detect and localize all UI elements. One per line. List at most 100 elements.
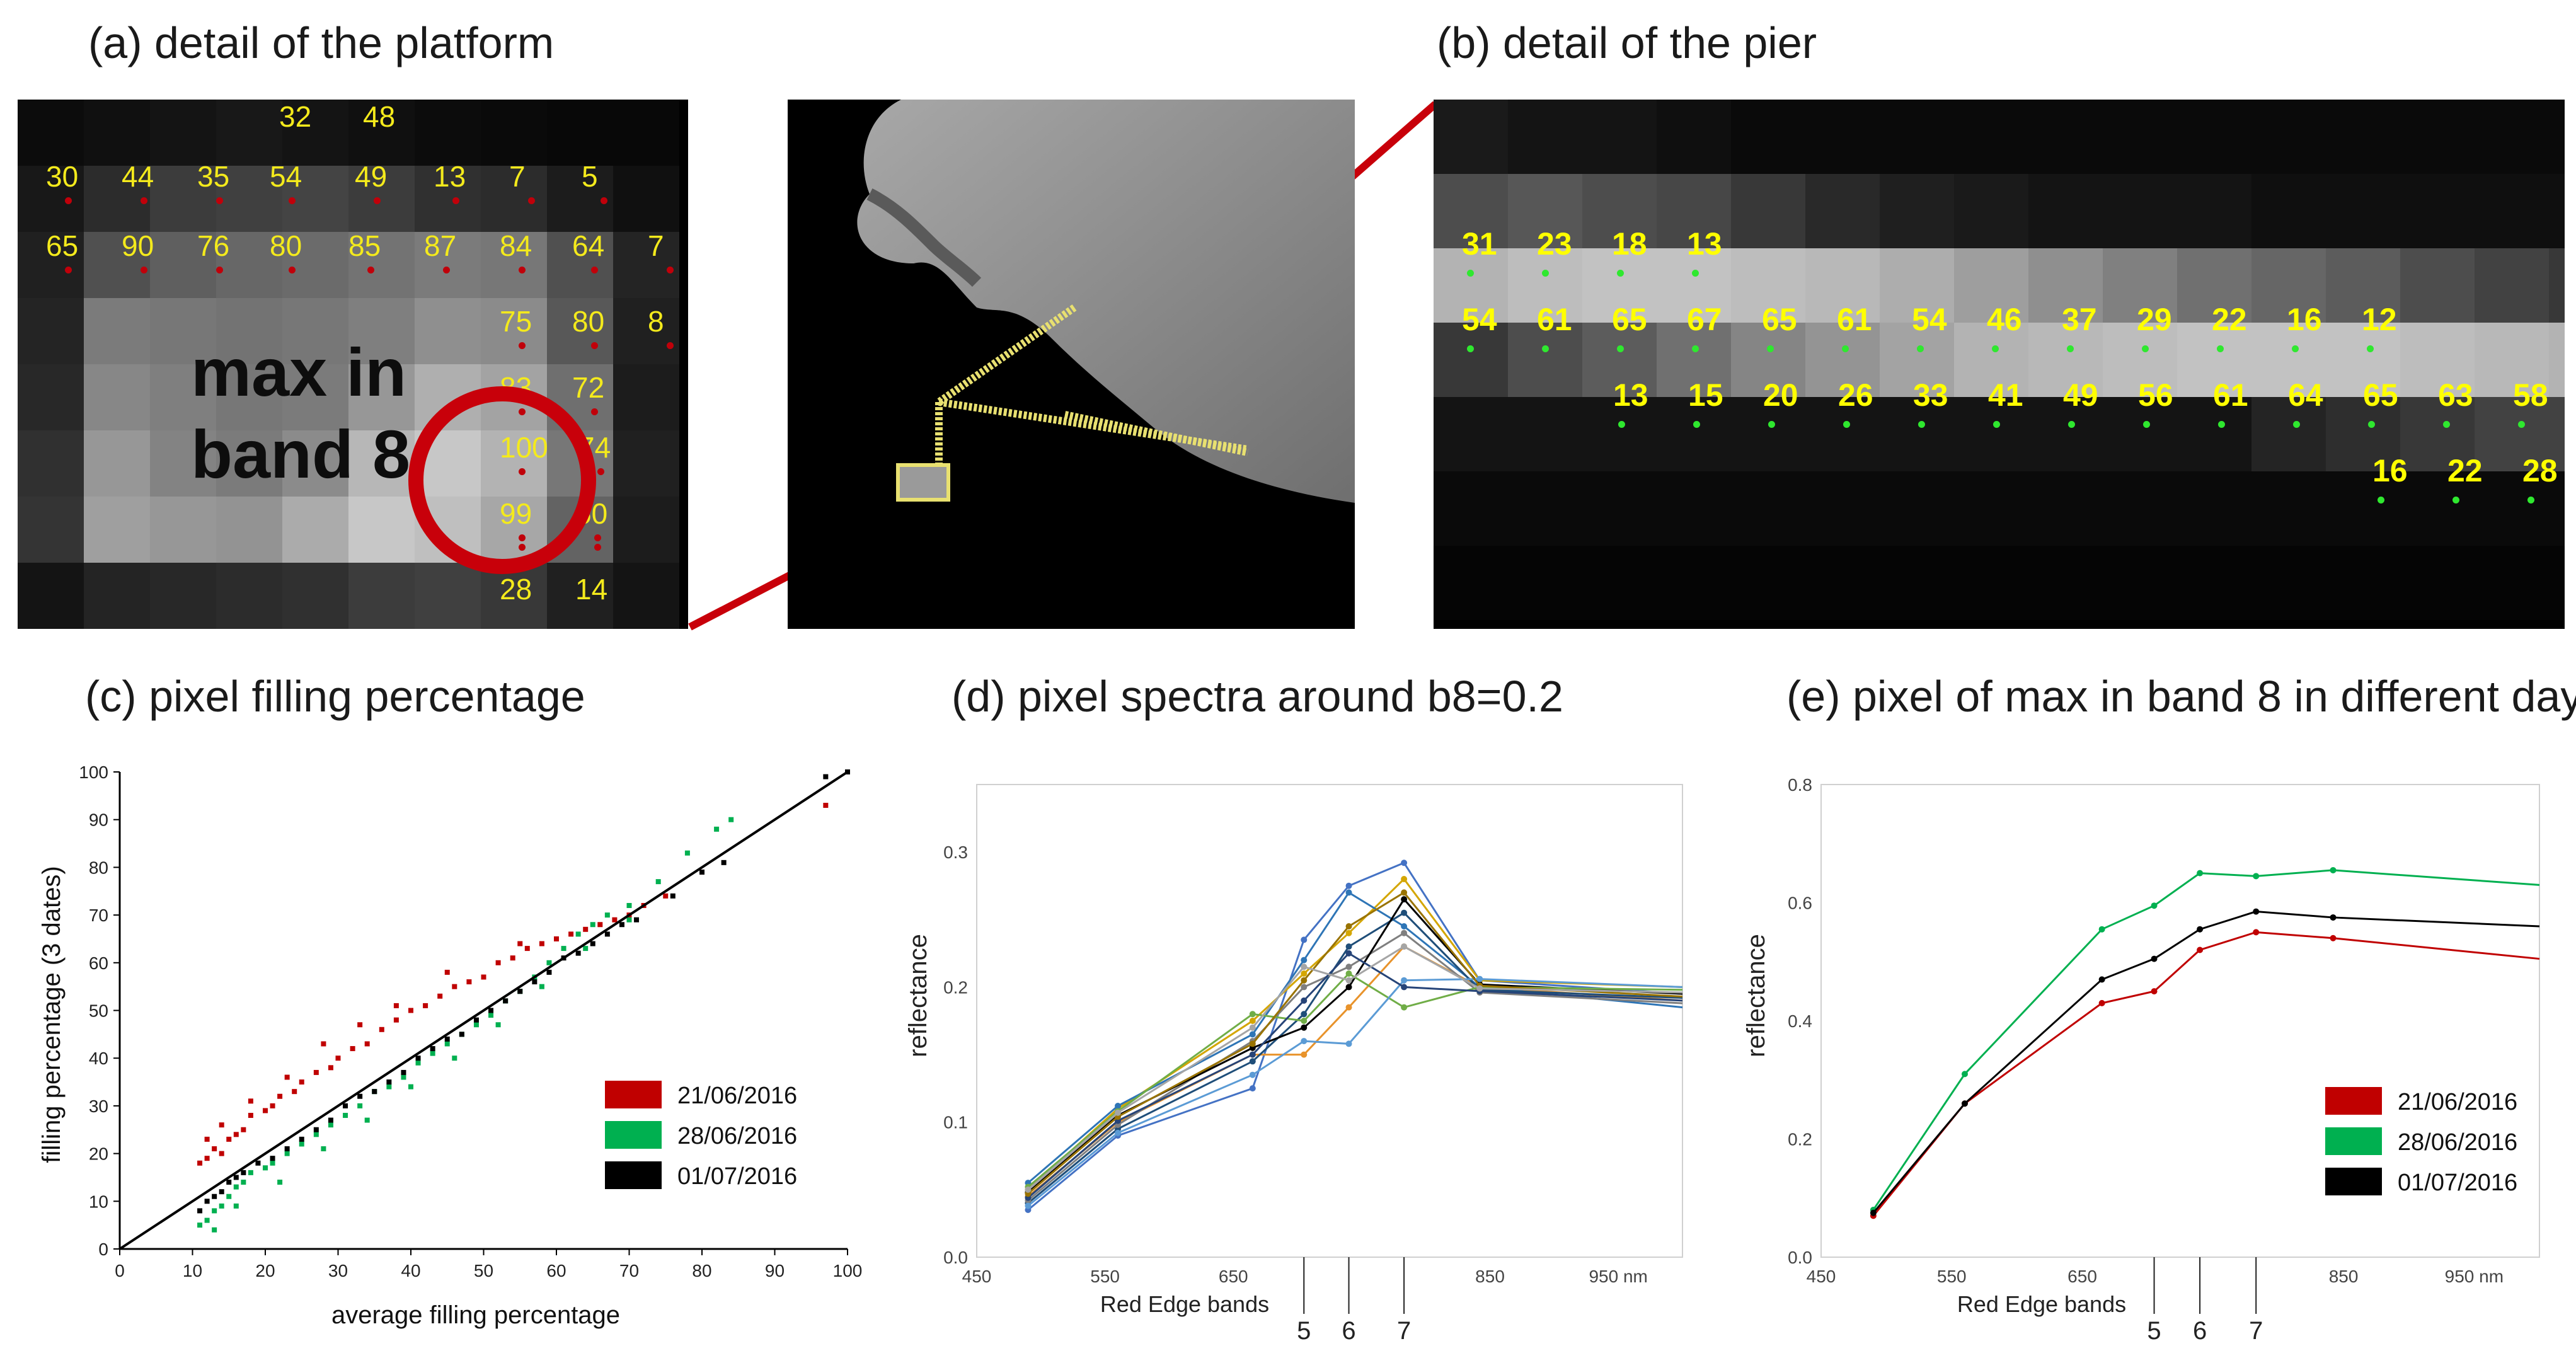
c-point bbox=[357, 1103, 363, 1108]
c-point bbox=[473, 1017, 479, 1023]
pier-pixel-value: 13 bbox=[1687, 226, 1722, 262]
c-point bbox=[233, 1184, 239, 1190]
c-point bbox=[233, 1175, 239, 1180]
pier-pixel bbox=[2028, 471, 2103, 546]
e-legend-label: 01/07/2016 bbox=[2398, 1170, 2517, 1196]
platform-pixel-dot bbox=[452, 197, 459, 204]
c-point bbox=[313, 1127, 319, 1132]
pier-pixel bbox=[2251, 546, 2326, 620]
e-series-point bbox=[2253, 908, 2260, 915]
pier-pixel-value: 58 bbox=[2513, 377, 2548, 413]
d-xtick-label: 450 bbox=[962, 1267, 992, 1286]
c-point bbox=[233, 1203, 239, 1209]
c-point bbox=[284, 1151, 290, 1156]
d-series-line bbox=[1027, 911, 1683, 1204]
c-point bbox=[335, 1056, 341, 1061]
platform-pixel-dot bbox=[216, 267, 223, 273]
platform-pixel bbox=[348, 497, 415, 563]
d-series-line bbox=[1027, 972, 1683, 1188]
platform-pixel bbox=[348, 430, 415, 497]
c-point bbox=[270, 1156, 275, 1161]
pier-pixel bbox=[2103, 546, 2177, 620]
platform-pixel bbox=[84, 298, 150, 364]
max-band8-annotation-line2: band 8 bbox=[191, 416, 411, 492]
pier-pixel-value: 41 bbox=[1988, 377, 2023, 413]
c-point bbox=[495, 960, 501, 965]
d-series-point bbox=[1249, 1040, 1256, 1047]
pier-pixel-value: 16 bbox=[2287, 302, 2322, 337]
e-series-point bbox=[2253, 873, 2260, 880]
c-point bbox=[626, 917, 632, 923]
pier-pixel-value: 46 bbox=[1987, 302, 2022, 337]
c-point bbox=[204, 1136, 210, 1142]
c-point bbox=[350, 1046, 355, 1052]
e-series-line bbox=[1872, 931, 2540, 1217]
platform-pixel bbox=[150, 166, 216, 232]
c-point bbox=[590, 941, 595, 946]
c-point bbox=[212, 1194, 217, 1199]
d-series-point bbox=[1249, 1085, 1256, 1092]
pier-pixel bbox=[1880, 100, 1954, 174]
c-point bbox=[554, 936, 559, 941]
c-point bbox=[364, 1041, 370, 1047]
pier-pixel bbox=[2177, 100, 2251, 174]
pier-pixel-value: 65 bbox=[1762, 302, 1797, 337]
e-xtick-label: 850 bbox=[2329, 1267, 2359, 1286]
c-ytick-label: 20 bbox=[89, 1144, 108, 1164]
pier-pixel bbox=[1582, 471, 1657, 546]
c-point bbox=[452, 1056, 457, 1061]
platform-pixel bbox=[18, 298, 84, 364]
c-point bbox=[197, 1222, 203, 1228]
d-series-point bbox=[1301, 1018, 1308, 1024]
pier-pixel-dot bbox=[1918, 421, 1925, 428]
c-ytick-label: 40 bbox=[89, 1049, 108, 1068]
pier-pixel bbox=[1657, 174, 1731, 248]
c-point bbox=[721, 860, 727, 865]
pier-pixel-value: 65 bbox=[2363, 377, 2398, 413]
pier-pixel bbox=[1880, 323, 1954, 397]
platform-pixel-dot bbox=[528, 197, 535, 204]
d-ytick-label: 0.1 bbox=[943, 1113, 968, 1132]
c-ytick-label: 60 bbox=[89, 953, 108, 973]
pier-pixel-value: 16 bbox=[2372, 453, 2408, 488]
pier-pixel bbox=[1508, 323, 1582, 397]
e-legend-label: 21/06/2016 bbox=[2398, 1089, 2517, 1115]
platform-pixel bbox=[613, 232, 679, 298]
pier-structure bbox=[935, 304, 1249, 471]
platform-pixel-value: 13 bbox=[434, 160, 466, 193]
c-point bbox=[517, 989, 523, 994]
pier-pixel bbox=[2251, 471, 2326, 546]
d-series-point bbox=[1115, 1129, 1121, 1136]
e-legend-swatch bbox=[2325, 1087, 2382, 1115]
pier-pixel bbox=[2326, 546, 2400, 620]
c-point bbox=[575, 950, 581, 956]
c-legend-label: 01/07/2016 bbox=[677, 1163, 797, 1190]
platform-pixel bbox=[282, 563, 348, 629]
platform-pixel-dot bbox=[519, 342, 526, 349]
c-point bbox=[241, 1180, 246, 1185]
c-point bbox=[401, 1074, 406, 1080]
c-point bbox=[299, 1136, 304, 1142]
d-series-line bbox=[1027, 952, 1683, 1199]
c-xtick-label: 20 bbox=[255, 1261, 275, 1280]
c-point bbox=[277, 1180, 283, 1185]
platform-pixel bbox=[150, 298, 216, 364]
pier-pixel-value: 22 bbox=[2212, 302, 2247, 337]
d-series-line bbox=[1027, 931, 1683, 1202]
e-series-point bbox=[2253, 929, 2260, 936]
d-series-point bbox=[1401, 923, 1408, 929]
c-point bbox=[328, 1065, 333, 1071]
d-series-point bbox=[1345, 963, 1352, 970]
d-series-point bbox=[1476, 985, 1483, 992]
c-point bbox=[546, 969, 552, 975]
d-series-line bbox=[1027, 877, 1683, 1190]
c-point bbox=[532, 979, 538, 985]
pier-pixel-dot bbox=[2217, 345, 2224, 352]
platform-pixel bbox=[18, 430, 84, 497]
pier-pixel bbox=[1805, 397, 1880, 471]
platform-pixel bbox=[481, 298, 547, 364]
c-point bbox=[619, 922, 624, 928]
c-point bbox=[670, 893, 676, 899]
d-series-point bbox=[1301, 984, 1308, 991]
pier-pixel bbox=[1954, 546, 2028, 620]
